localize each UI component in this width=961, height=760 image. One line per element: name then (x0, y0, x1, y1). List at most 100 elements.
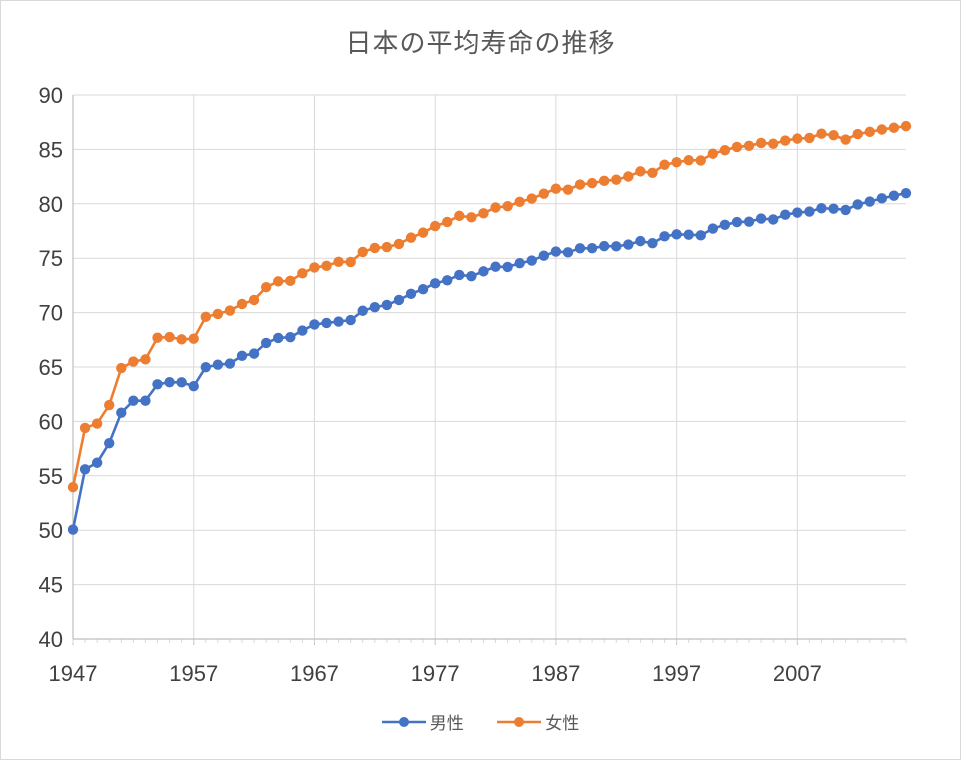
data-point[interactable] (538, 250, 550, 261)
data-point[interactable] (683, 229, 694, 240)
data-point[interactable] (164, 377, 175, 388)
data-point[interactable] (611, 241, 622, 252)
data-point[interactable] (79, 422, 91, 434)
data-point[interactable] (514, 258, 525, 269)
data-point[interactable] (526, 193, 537, 204)
data-point[interactable] (671, 229, 682, 240)
data-point[interactable] (659, 231, 670, 242)
data-point[interactable] (864, 196, 875, 207)
data-point[interactable] (635, 166, 646, 177)
data-point[interactable] (188, 333, 199, 344)
data-point[interactable] (900, 187, 912, 199)
data-point[interactable] (755, 137, 767, 149)
data-point[interactable] (128, 395, 139, 406)
data-point[interactable] (792, 207, 803, 218)
data-point[interactable] (429, 220, 441, 232)
data-point[interactable] (417, 227, 429, 238)
data-point[interactable] (647, 237, 658, 249)
data-point[interactable] (490, 261, 501, 272)
data-point[interactable] (79, 464, 91, 475)
data-point[interactable] (900, 120, 912, 132)
data-point[interactable] (321, 260, 332, 272)
data-point[interactable] (273, 332, 284, 344)
data-point[interactable] (840, 204, 851, 216)
data-point[interactable] (816, 128, 827, 139)
data-point[interactable] (876, 124, 888, 135)
data-point[interactable] (562, 247, 574, 258)
legend-item-female[interactable]: 女性 (497, 709, 579, 734)
data-point[interactable] (804, 132, 815, 144)
data-point[interactable] (816, 203, 827, 214)
data-point[interactable] (236, 298, 248, 310)
data-point[interactable] (442, 275, 453, 286)
legend-item-male[interactable]: 男性 (381, 709, 464, 734)
data-point[interactable] (792, 133, 803, 144)
data-point[interactable] (852, 128, 863, 140)
data-point[interactable] (804, 206, 815, 217)
data-point[interactable] (876, 193, 888, 204)
data-point[interactable] (273, 276, 284, 287)
data-point[interactable] (140, 395, 151, 406)
data-point[interactable] (538, 188, 550, 199)
data-point[interactable] (623, 171, 634, 182)
data-point[interactable] (393, 294, 405, 306)
data-point[interactable] (381, 299, 393, 311)
data-point[interactable] (285, 331, 296, 343)
data-point[interactable] (128, 356, 139, 367)
data-point[interactable] (248, 348, 260, 359)
data-point[interactable] (719, 144, 731, 156)
data-point[interactable] (647, 167, 658, 178)
data-point[interactable] (67, 524, 79, 535)
data-point[interactable] (369, 242, 381, 254)
data-point[interactable] (683, 154, 694, 166)
data-point[interactable] (91, 457, 103, 468)
data-point[interactable] (345, 256, 356, 268)
data-point[interactable] (200, 311, 211, 323)
data-point[interactable] (490, 202, 501, 213)
data-point[interactable] (840, 134, 851, 145)
data-point[interactable] (502, 200, 513, 212)
data-point[interactable] (635, 235, 646, 247)
data-point[interactable] (454, 269, 465, 281)
data-point[interactable] (562, 184, 574, 195)
data-point[interactable] (526, 255, 537, 266)
data-point[interactable] (731, 141, 743, 153)
data-point[interactable] (852, 199, 863, 210)
data-point[interactable] (260, 337, 272, 349)
data-point[interactable] (417, 284, 429, 295)
data-point[interactable] (357, 305, 368, 316)
data-point[interactable] (623, 239, 634, 250)
data-point[interactable] (309, 262, 320, 273)
data-point[interactable] (743, 216, 755, 227)
data-point[interactable] (140, 354, 151, 365)
data-point[interactable] (864, 126, 875, 138)
data-point[interactable] (586, 177, 598, 189)
data-point[interactable] (152, 379, 163, 390)
data-point[interactable] (888, 122, 900, 133)
data-point[interactable] (574, 179, 586, 190)
data-point[interactable] (212, 359, 224, 370)
data-point[interactable] (104, 399, 115, 411)
data-point[interactable] (442, 216, 453, 228)
data-point[interactable] (707, 223, 719, 234)
data-point[interactable] (768, 214, 779, 225)
data-point[interactable] (719, 219, 731, 230)
data-point[interactable] (731, 216, 743, 228)
data-point[interactable] (104, 437, 115, 449)
data-point[interactable] (888, 190, 900, 201)
data-point[interactable] (164, 331, 175, 343)
data-point[interactable] (152, 332, 163, 343)
data-point[interactable] (381, 241, 393, 253)
data-point[interactable] (248, 294, 260, 306)
data-point[interactable] (598, 175, 610, 187)
data-point[interactable] (188, 380, 199, 392)
data-point[interactable] (755, 213, 767, 224)
data-point[interactable] (671, 157, 682, 168)
data-point[interactable] (236, 350, 248, 361)
data-point[interactable] (466, 270, 477, 282)
data-point[interactable] (514, 196, 525, 208)
data-point[interactable] (91, 418, 103, 429)
data-point[interactable] (393, 238, 405, 250)
data-point[interactable] (260, 281, 272, 293)
data-point[interactable] (780, 209, 791, 220)
